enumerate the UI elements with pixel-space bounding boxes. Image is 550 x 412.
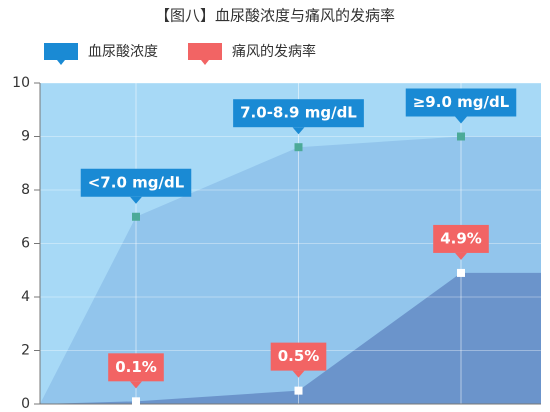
label-box <box>270 342 327 371</box>
point <box>457 132 465 141</box>
data-label: ≥9.0 mg/dL <box>413 93 510 111</box>
point <box>132 397 140 406</box>
data-label: 7.0-8.9 mg/dL <box>240 104 357 122</box>
label-pointer <box>130 381 142 389</box>
label-box <box>108 353 164 382</box>
legend-pointer <box>201 60 209 65</box>
y-tick-label: 4 <box>21 289 30 305</box>
chart-title: 【图八】血尿酸浓度与痛风的发病率 <box>155 7 395 25</box>
label-box <box>433 224 489 253</box>
point <box>132 212 140 221</box>
area <box>40 272 541 404</box>
point <box>294 386 303 395</box>
legend-label: 痛风的发病率 <box>232 43 316 60</box>
legend-swatch <box>188 43 222 60</box>
label-box <box>80 168 192 197</box>
callout: 7.0-8.9 mg/dL <box>233 99 364 135</box>
point <box>294 143 303 152</box>
label-pointer <box>292 127 305 135</box>
legend-swatch <box>44 43 78 60</box>
data-label: 4.9% <box>440 229 482 247</box>
callout: ≥9.0 mg/dL <box>405 88 517 124</box>
callout: <7.0 mg/dL <box>80 168 192 204</box>
y-tick-label: 0 <box>21 396 30 412</box>
y-tick-label: 2 <box>21 343 30 359</box>
legend-label: 血尿酸浓度 <box>88 44 158 60</box>
point <box>457 268 465 277</box>
label-box <box>233 99 364 128</box>
label-pointer <box>292 370 305 378</box>
y-tick-label: 8 <box>21 182 30 198</box>
callout: 0.5% <box>270 342 327 378</box>
callout: 0.1% <box>108 353 164 389</box>
y-tick-label: 10 <box>12 75 30 91</box>
y-tick-label: 9 <box>21 129 30 145</box>
label-pointer <box>455 252 467 260</box>
data-label: 0.1% <box>115 358 157 376</box>
y-tick-label: 6 <box>21 236 30 252</box>
label-pointer <box>455 116 467 124</box>
label-pointer <box>130 196 142 204</box>
data-label: <7.0 mg/dL <box>88 173 185 191</box>
callout: 4.9% <box>433 224 489 260</box>
label-box <box>405 88 517 117</box>
data-label: 0.5% <box>278 347 320 365</box>
legend-pointer <box>57 60 65 65</box>
